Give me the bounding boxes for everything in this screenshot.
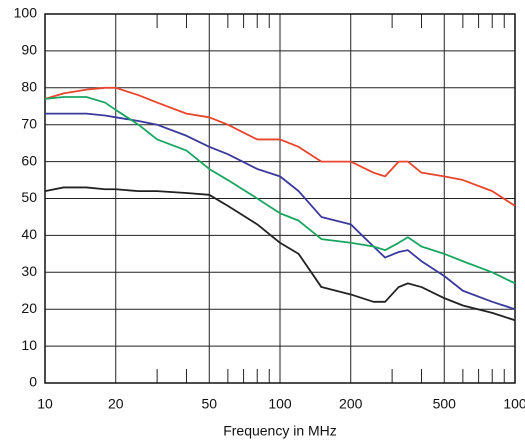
x-tick-label: 50 xyxy=(201,396,217,412)
y-tick-label: 20 xyxy=(21,300,37,316)
x-tick-label: 500 xyxy=(433,396,457,412)
x-tick-label: 100 xyxy=(268,396,292,412)
plot-frame xyxy=(44,13,516,384)
x-tick-label: 100 xyxy=(503,396,525,412)
data-line xyxy=(44,86,516,207)
y-tick-label: 100 xyxy=(14,5,38,21)
x-tick-label: 20 xyxy=(108,396,124,412)
x-axis-label: Frequency in MHz xyxy=(223,423,337,439)
x-tick-label: 10 xyxy=(37,396,53,412)
y-tick-label: 90 xyxy=(21,42,37,58)
y-tick-label: 80 xyxy=(21,79,37,95)
y-tick-label: 60 xyxy=(21,152,37,168)
y-tick-label: 30 xyxy=(21,263,37,279)
y-tick-label: 70 xyxy=(21,115,37,131)
y-tick-label: 0 xyxy=(29,374,37,390)
data-line xyxy=(45,112,516,311)
y-tick-label: 50 xyxy=(21,189,37,205)
data-line xyxy=(44,96,516,285)
y-tick-label: 40 xyxy=(21,226,37,242)
y-tick-label: 10 xyxy=(21,337,37,353)
x-tick-label: 200 xyxy=(339,396,363,412)
data-line xyxy=(44,186,516,322)
